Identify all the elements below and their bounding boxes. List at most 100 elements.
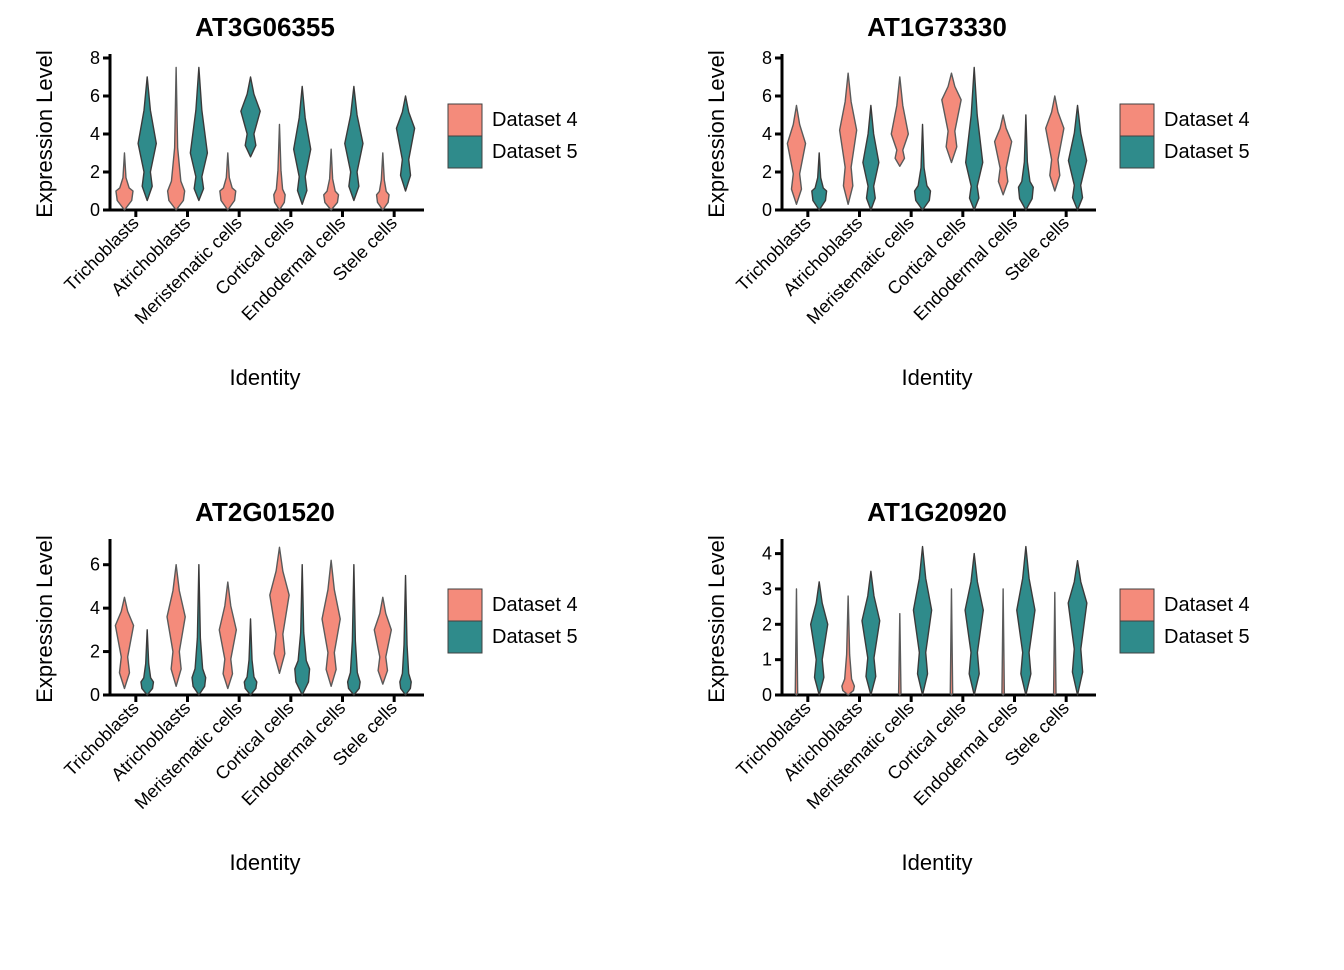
violin-shape xyxy=(115,597,133,688)
y-tick-label: 2 xyxy=(762,614,772,634)
y-tick-label: 0 xyxy=(762,200,772,220)
violin-shape xyxy=(348,565,361,695)
legend-label: Dataset 5 xyxy=(492,141,578,163)
legend-swatch xyxy=(448,136,482,168)
y-tick-label: 4 xyxy=(90,124,100,144)
violin-shape xyxy=(190,68,207,201)
chart-panel: AT3G0635502468Expression LevelTrichoblas… xyxy=(0,0,672,485)
legend-label: Dataset 4 xyxy=(492,109,578,131)
violin-shape xyxy=(1017,547,1035,695)
legend-label: Dataset 5 xyxy=(1164,626,1250,648)
chart-title: AT1G20920 xyxy=(867,497,1007,527)
violin-chart: AT3G0635502468Expression LevelTrichoblas… xyxy=(0,0,672,480)
violin-shape xyxy=(294,87,311,205)
y-axis-label: Expression Level xyxy=(32,535,57,703)
violin-shape xyxy=(168,68,185,211)
violin-shape xyxy=(965,554,983,695)
violin-shape xyxy=(862,571,880,695)
violin-shape xyxy=(270,547,289,673)
violin-shape xyxy=(795,589,797,695)
y-tick-label: 0 xyxy=(762,685,772,705)
violin-shape xyxy=(1046,96,1064,191)
violin-shape xyxy=(840,73,857,204)
violin-shape xyxy=(1068,106,1086,211)
y-tick-label: 2 xyxy=(90,642,100,662)
violin-shape xyxy=(863,106,879,211)
legend-label: Dataset 4 xyxy=(1164,594,1250,616)
violin-shape xyxy=(244,619,257,695)
violin-shape xyxy=(1002,589,1004,695)
y-tick-label: 2 xyxy=(762,162,772,182)
violin-shape xyxy=(942,73,961,162)
violin-shape xyxy=(274,125,285,211)
violin-shape xyxy=(322,560,340,686)
violin-shape xyxy=(1018,115,1033,210)
violin-shape xyxy=(913,547,931,695)
y-tick-label: 6 xyxy=(90,86,100,106)
violin-shape xyxy=(811,582,828,695)
violin-shape xyxy=(295,565,310,695)
violin-shape xyxy=(966,68,983,211)
x-axis-label: Identity xyxy=(230,850,301,875)
violin-shape xyxy=(219,582,236,688)
legend-label: Dataset 4 xyxy=(1164,109,1250,131)
legend-label: Dataset 4 xyxy=(492,594,578,616)
y-tick-label: 8 xyxy=(762,48,772,68)
y-tick-label: 6 xyxy=(762,86,772,106)
violin-shape xyxy=(377,153,390,210)
x-axis-label: Identity xyxy=(230,365,301,390)
violin-shape xyxy=(995,115,1012,195)
y-tick-label: 0 xyxy=(90,200,100,220)
legend-swatch xyxy=(448,589,482,621)
y-tick-label: 3 xyxy=(762,579,772,599)
legend-label: Dataset 5 xyxy=(1164,141,1250,163)
y-tick-label: 1 xyxy=(762,650,772,670)
legend-swatch xyxy=(1120,589,1154,621)
violin-shape xyxy=(345,87,363,201)
violin-shape xyxy=(116,153,133,210)
violin-shape xyxy=(241,77,260,157)
y-tick-label: 8 xyxy=(90,48,100,68)
violin-chart: AT1G7333002468Expression LevelTrichoblas… xyxy=(672,0,1344,480)
violin-shape xyxy=(138,77,156,201)
y-tick-label: 2 xyxy=(90,162,100,182)
violin-shape xyxy=(400,576,411,695)
y-tick-label: 4 xyxy=(90,598,100,618)
violin-shape xyxy=(141,630,154,695)
chart-title: AT3G06355 xyxy=(195,12,335,42)
violin-chart: AT2G015200246Expression LevelTrichoblast… xyxy=(0,485,672,965)
violin-shape xyxy=(220,153,236,210)
x-axis-label: Identity xyxy=(902,850,973,875)
chart-title: AT1G73330 xyxy=(867,12,1007,42)
legend-swatch xyxy=(1120,136,1154,168)
violin-shape xyxy=(396,96,414,191)
x-axis-label: Identity xyxy=(902,365,973,390)
violin-shape xyxy=(891,77,908,166)
violin-shape xyxy=(324,149,339,210)
violin-shape xyxy=(1068,561,1087,695)
legend-swatch xyxy=(448,104,482,136)
legend-label: Dataset 5 xyxy=(492,626,578,648)
y-axis-label: Expression Level xyxy=(32,50,57,218)
y-axis-label: Expression Level xyxy=(704,50,729,218)
chart-panel: AT2G015200246Expression LevelTrichoblast… xyxy=(0,485,672,970)
violin-shape xyxy=(842,596,855,695)
violin-chart: AT1G2092001234Expression LevelTrichoblas… xyxy=(672,485,1344,965)
y-tick-label: 4 xyxy=(762,544,772,564)
y-tick-label: 6 xyxy=(90,555,100,575)
legend-swatch xyxy=(448,621,482,653)
chart-panel: AT1G2092001234Expression LevelTrichoblas… xyxy=(672,485,1344,970)
violin-shape xyxy=(787,106,805,205)
violin-shape xyxy=(915,125,931,211)
violin-shape xyxy=(192,565,206,695)
legend-swatch xyxy=(1120,104,1154,136)
violin-shape xyxy=(899,614,901,695)
violin-grid: AT3G0635502468Expression LevelTrichoblas… xyxy=(0,0,1344,960)
y-axis-label: Expression Level xyxy=(704,535,729,703)
y-tick-label: 4 xyxy=(762,124,772,144)
violin-shape xyxy=(374,597,391,684)
violin-shape xyxy=(167,565,185,687)
violin-shape xyxy=(1054,592,1056,695)
chart-title: AT2G01520 xyxy=(195,497,335,527)
violin-shape xyxy=(950,589,952,695)
